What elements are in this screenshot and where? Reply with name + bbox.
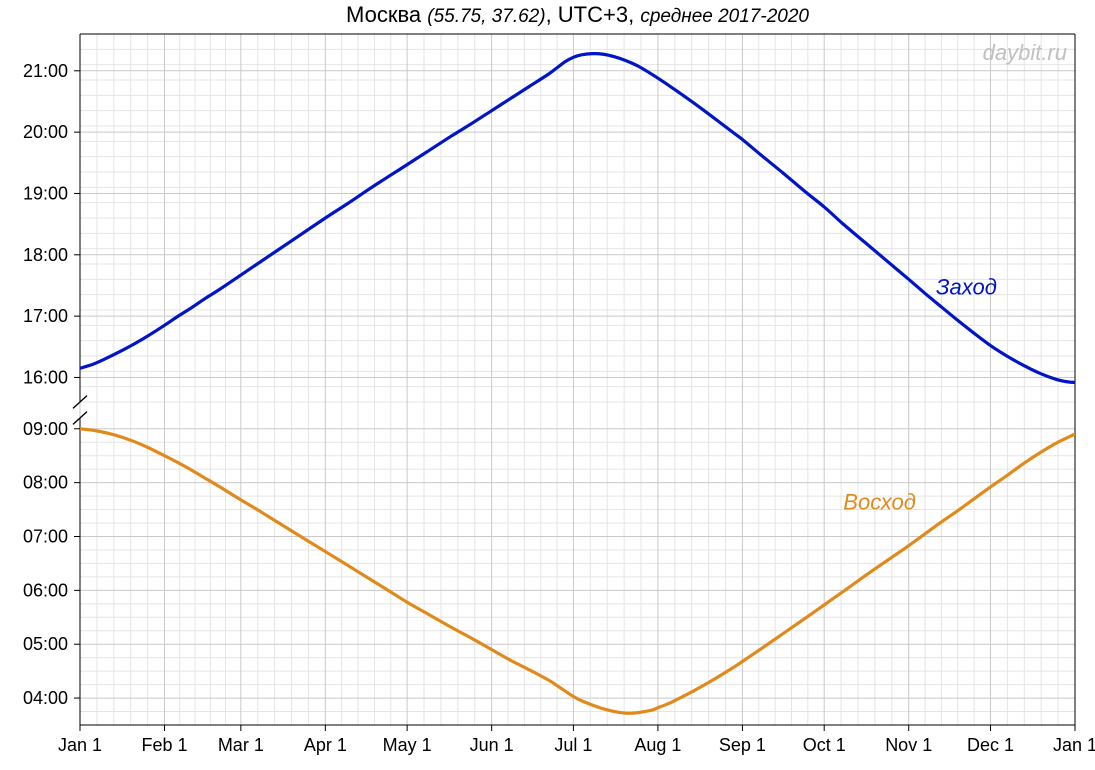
sunrise-sunset-chart: Jan 1 Feb 1 Mar 1 Apr 1 May 1 Jun 1 Jul 1 Aug 1… (0, 0, 1095, 770)
x-tick-label: Oct 1 (803, 735, 846, 755)
y-tick-label: 17:00 (23, 306, 68, 326)
x-tick-label: Apr 1 (304, 735, 347, 755)
x-tick-label: Nov 1 (885, 735, 932, 755)
y-tick-label: 04:00 (23, 688, 68, 708)
x-tick-label: Jun 1 (470, 735, 514, 755)
x-tick-label: Jul 1 (554, 735, 592, 755)
y-tick-label: 16:00 (23, 367, 68, 387)
y-tick-label: 21:00 (23, 61, 68, 81)
y-tick-label: 18:00 (23, 245, 68, 265)
x-tick-label: Sep 1 (719, 735, 766, 755)
chart-title: Москва (55.75, 37.62), UTC+3, среднее 20… (346, 2, 809, 27)
x-tick-label: May 1 (383, 735, 432, 755)
y-tick-label: 05:00 (23, 634, 68, 654)
sunrise-line-label: Восход (843, 490, 916, 515)
x-tick-label: Mar 1 (218, 735, 264, 755)
chart-container: Jan 1 Feb 1 Mar 1 Apr 1 May 1 Jun 1 Jul 1 Aug 1… (0, 0, 1095, 770)
y-tick-label: 20:00 (23, 122, 68, 142)
y-tick-label: 06:00 (23, 580, 68, 600)
watermark: daybit.ru (983, 40, 1067, 65)
y-tick-label: 07:00 (23, 526, 68, 546)
sunset-line-label: Заход (936, 275, 997, 300)
y-tick-label: 08:00 (23, 473, 68, 493)
x-tick-label: Jan 1 (58, 735, 102, 755)
x-tick-label: Aug 1 (634, 735, 681, 755)
sunrise-line (80, 427, 1095, 713)
y-tick-label: 09:00 (23, 419, 68, 439)
x-tick-label: Jan 1 (1053, 735, 1095, 755)
x-tick-label: Feb 1 (141, 735, 187, 755)
y-tick-label: 19:00 (23, 183, 68, 203)
x-tick-label: Dec 1 (967, 735, 1014, 755)
